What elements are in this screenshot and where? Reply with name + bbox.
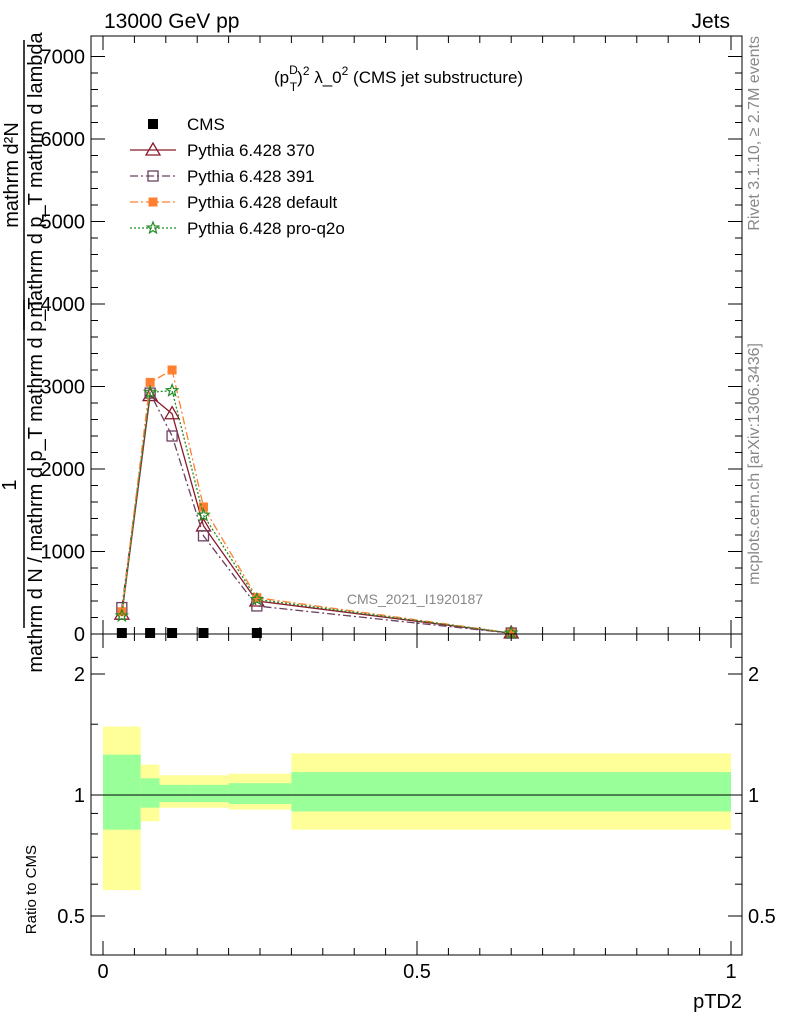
legend-label: Pythia 6.428 391	[187, 167, 315, 186]
legend-label: Pythia 6.428 pro-q2o	[187, 219, 345, 238]
ratio-y-tick-label-left: 0.5	[57, 906, 85, 928]
data-point	[164, 382, 180, 397]
y-label-num: mathrm d²N	[1, 122, 23, 228]
ratio-y-tick-label-right: 1	[748, 785, 759, 807]
legend-label: Pythia 6.428 370	[187, 141, 315, 160]
data-point	[198, 502, 208, 512]
y-tick-label: 6000	[41, 129, 86, 151]
data-point	[145, 377, 155, 387]
data-point	[148, 119, 158, 129]
analysis-watermark: CMS_2021_I1920187	[347, 591, 483, 607]
mcplots-label: mcplots.cern.ch [arXiv:1306.3436]	[746, 343, 763, 585]
data-point	[167, 628, 178, 638]
ratio-y-axis-label: Ratio to CMS	[23, 845, 40, 934]
x-tick-label: 0.5	[403, 961, 431, 983]
ratio-band-inner	[228, 783, 292, 804]
header-left-label: 13000 GeV pp	[104, 10, 239, 33]
ratio-y-tick-label-left: 1	[74, 785, 85, 807]
data-point	[142, 384, 158, 399]
y-label-frac-den: mathrm d N / mathrm d p_T mathrm d p_T	[25, 297, 47, 672]
rivet-label: Rivet 3.1.10, ≥ 2.7M events	[746, 36, 763, 231]
x-tick-label: 1	[725, 961, 736, 983]
data-point	[197, 530, 210, 542]
y-label-frac-one: 1	[0, 479, 21, 490]
data-point	[163, 405, 181, 420]
series-line	[121, 369, 512, 634]
header-right-label: Jets	[691, 10, 730, 33]
y-tick-label: 1000	[41, 542, 86, 564]
ratio-band-inner	[291, 772, 731, 812]
ratio-y-tick-label-right: 0.5	[748, 906, 776, 928]
y-label-den: mathrm d p_T mathrm d lambda	[25, 31, 47, 317]
ratio-band-inner	[159, 784, 191, 803]
data-point	[251, 628, 262, 638]
y-tick-label: 3000	[41, 377, 86, 399]
ratio-plot: 0 0.5 1 0.5 0.5 1 1 2 2	[57, 633, 776, 983]
data-point	[198, 628, 209, 638]
ratio-y-tick-label-left: 2	[74, 664, 85, 686]
y-tick-label: 2000	[41, 459, 86, 481]
data-point	[252, 593, 262, 603]
x-tick-label: 0	[97, 961, 108, 983]
data-point	[144, 387, 156, 399]
data-point	[145, 628, 156, 638]
ratio-band-inner	[103, 754, 141, 830]
data-point	[167, 365, 177, 375]
data-point	[148, 197, 158, 207]
y-tick-label: 5000	[41, 212, 86, 234]
ratio-band-inner	[190, 784, 229, 803]
y-tick-label: 7000	[41, 47, 86, 69]
data-point	[166, 430, 178, 442]
data-point	[141, 387, 159, 402]
y-tick-label: 0	[74, 624, 85, 646]
data-point	[144, 141, 162, 156]
data-point	[114, 608, 130, 623]
y-tick-label: 4000	[41, 294, 86, 316]
ratio-y-tick-label-right: 2	[748, 664, 759, 686]
main-plot: 0 1000 2000 3000 4000 5000 6000 7000	[41, 35, 743, 646]
ratio-band-inner	[140, 778, 160, 808]
data-point	[116, 628, 127, 638]
data-point	[147, 170, 159, 182]
legend: CMS Pythia 6.428 370 Pythia 6.428 391 Pythi…	[130, 115, 345, 238]
x-axis-label: pTD2	[693, 991, 742, 1013]
legend-label: Pythia 6.428 default	[187, 193, 338, 212]
legend-label: CMS	[187, 115, 225, 134]
data-point	[145, 220, 161, 235]
main-title: (pD T)2 λ_02 (CMS jet substructure)	[274, 63, 523, 94]
data-point	[249, 591, 265, 606]
data-point	[196, 507, 211, 522]
main-y-axis-label: 1 mathrm d N / mathrm d p_T mathrm d p_T…	[0, 31, 47, 672]
